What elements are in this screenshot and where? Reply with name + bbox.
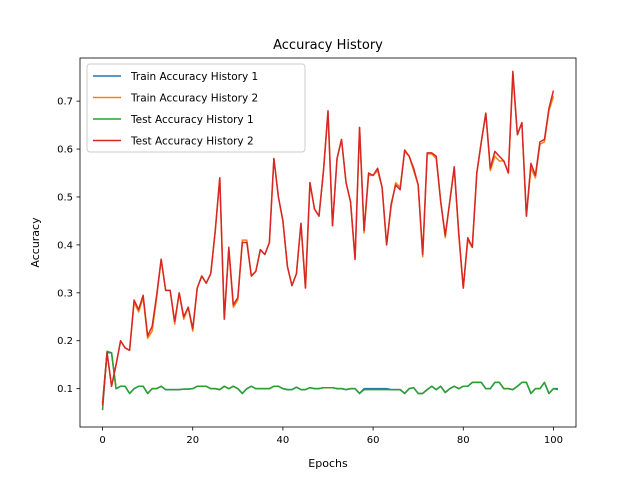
chart-title: Accuracy History: [273, 38, 383, 53]
x-tick-label: 40: [277, 435, 290, 446]
legend-label-test-accuracy-history-1: Test Accuracy History 1: [130, 114, 254, 126]
legend-label-train-accuracy-history-1: Train Accuracy History 1: [130, 71, 258, 83]
series-line-test-accuracy-history-2: [101, 70, 555, 406]
x-tick-label: 60: [367, 435, 380, 446]
y-tick-label: 0.4: [57, 240, 73, 251]
legend-label-test-accuracy-history-2: Test Accuracy History 2: [130, 136, 254, 148]
y-tick-label: 0.6: [57, 145, 73, 156]
y-axis-label: Accuracy: [29, 217, 42, 268]
y-tick-label: 0.1: [57, 384, 73, 395]
y-tick-label: 0.7: [57, 97, 73, 108]
x-tick-label: 100: [544, 435, 563, 446]
x-axis-label: Epochs: [308, 457, 348, 470]
legend: Train Accuracy History 1 Train Accuracy H…: [86, 63, 306, 153]
plot-frame: [79, 57, 577, 428]
legend-items: Train Accuracy History 1 Train Accuracy H…: [93, 71, 258, 148]
x-axis: 0 20 40 60 80 100: [99, 427, 563, 446]
series-layer: [101, 70, 559, 411]
y-axis: 0.1 0.2 0.3 0.4 0.5 0.6 0.7: [57, 97, 80, 395]
x-tick-label: 80: [457, 435, 470, 446]
series-line-test-accuracy-history-1: [101, 350, 559, 411]
x-tick-label: 0: [99, 435, 105, 446]
legend-label-train-accuracy-history-2: Train Accuracy History 2: [130, 93, 258, 105]
y-tick-label: 0.2: [57, 336, 73, 347]
x-tick-label: 20: [186, 435, 199, 446]
y-tick-label: 0.5: [57, 192, 73, 203]
y-tick-label: 0.3: [57, 288, 73, 299]
legend-box: [86, 63, 306, 153]
